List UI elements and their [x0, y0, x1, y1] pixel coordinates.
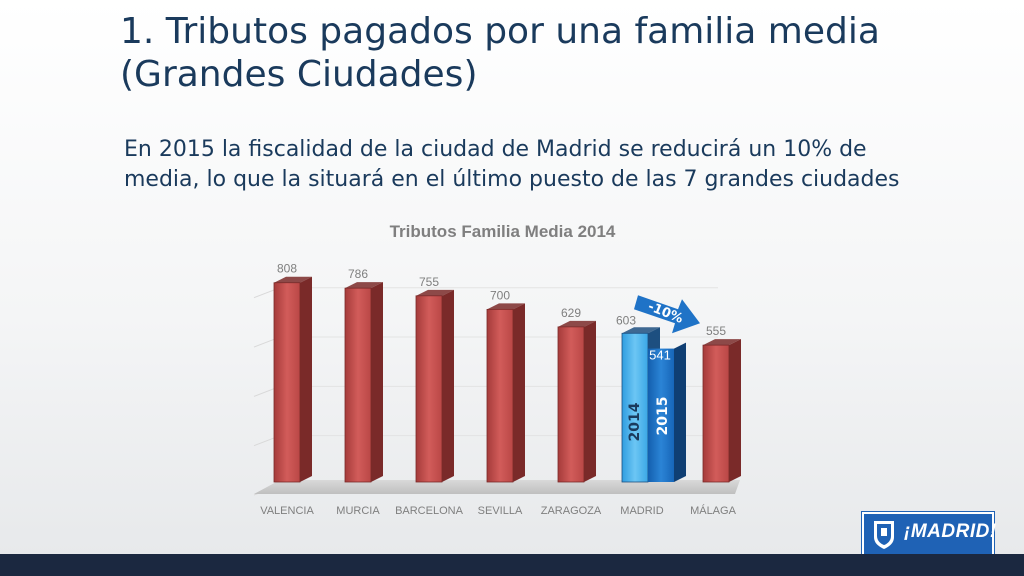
- decrease-arrow-label: -10%: [646, 299, 685, 327]
- year-label-2015: 2015: [655, 397, 671, 436]
- category-label: MADRID: [620, 505, 663, 517]
- bar-málaga-top: [703, 339, 741, 346]
- value-label-zaragoza: 629: [561, 306, 581, 320]
- bar-valencia-side: [300, 276, 312, 482]
- category-label: MÁLAGA: [690, 504, 737, 517]
- bar-barcelona: [415, 295, 443, 483]
- coat-of-arms-icon: [874, 521, 894, 549]
- bar-murcia-side: [371, 282, 383, 482]
- bar-valencia-top: [274, 276, 312, 283]
- value-label-murcia: 786: [348, 267, 368, 281]
- category-label: MURCIA: [336, 505, 380, 517]
- category-label: BARCELONA: [395, 505, 464, 517]
- bar-barcelona-side: [442, 289, 454, 482]
- bar-madrid-2014: [621, 332, 649, 483]
- slide-subtitle: En 2015 la fiscalidad de la ciudad de Ma…: [124, 137, 900, 192]
- category-label: ZARAGOZA: [541, 505, 602, 517]
- chart-floor: [254, 480, 740, 494]
- bar-chart: 808 VALENCIA 786 MURCIA 755 BARCELONA 700 SEVIL…: [253, 262, 741, 517]
- category-label: SEVILLA: [478, 505, 523, 517]
- bar-zaragoza: [557, 326, 585, 483]
- bar-barcelona-top: [416, 289, 454, 296]
- year-label-2014: 2014: [627, 402, 643, 441]
- slide-title-line-1: 1. Tributos pagados por una familia medi…: [120, 11, 880, 52]
- bar-málaga: [702, 344, 730, 483]
- bar-málaga-side: [729, 339, 741, 482]
- logo-text: ¡MADRID!: [904, 521, 997, 542]
- category-label: VALENCIA: [260, 505, 314, 517]
- decrease-arrow: [634, 295, 700, 334]
- footer-bar: [0, 554, 1024, 576]
- slide-title: 1. Tributos pagados por una familia medi…: [120, 10, 1000, 96]
- chart-title: Tributos Familia Media 2014: [389, 222, 616, 241]
- bar-zaragoza-top: [558, 320, 596, 327]
- bar-madrid-2014-top: [622, 327, 660, 334]
- value-label-valencia: 808: [277, 262, 297, 276]
- slide-title-line-2: (Grandes Ciudades): [120, 54, 478, 95]
- bar-murcia: [344, 287, 372, 483]
- madrid-logo: ¡MADRID!: [862, 512, 997, 556]
- bar-zaragoza-side: [584, 320, 596, 482]
- bar-madrid-2015-side: [674, 342, 686, 482]
- bar-sevilla: [486, 308, 514, 483]
- value-label-sevilla: 700: [490, 288, 510, 302]
- bar-valencia: [273, 282, 301, 483]
- value-label-barcelona: 755: [419, 275, 439, 289]
- bar-sevilla-side: [513, 303, 525, 482]
- bar-sevilla-top: [487, 303, 525, 310]
- bar-murcia-top: [345, 282, 383, 289]
- value-label-madrid-2014: 603: [616, 313, 636, 327]
- bar-madrid-2015: [648, 348, 674, 482]
- value-label-málaga: 555: [706, 324, 726, 338]
- value-label-madrid-2015: 541: [649, 348, 671, 363]
